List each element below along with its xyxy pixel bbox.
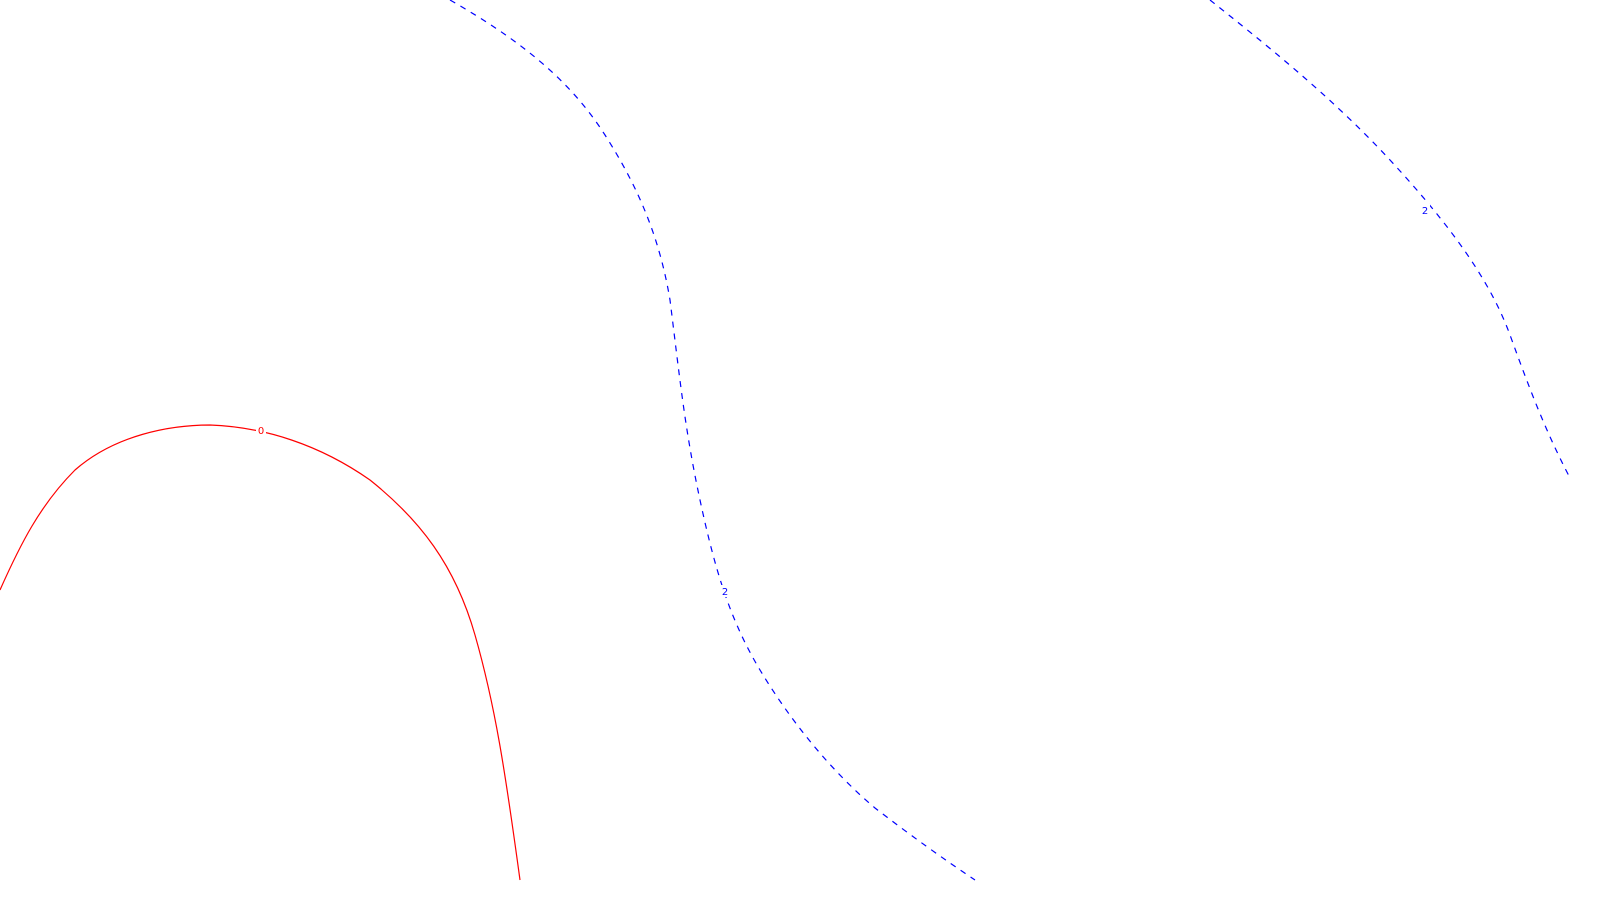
contour-label-zero: 0	[258, 426, 264, 437]
contour-label-bg-two-middle	[720, 585, 730, 597]
contour-line-two-middle	[449, 0, 976, 881]
contour-line-two-right	[1209, 0, 1571, 479]
contour-label-two-right: 2	[1422, 206, 1428, 217]
contour-label-bg-zero	[256, 424, 266, 436]
contour-label-two-middle: 2	[722, 587, 728, 598]
contour-label-bg-two-right	[1420, 204, 1430, 216]
contour-line-zero	[0, 424, 521, 881]
